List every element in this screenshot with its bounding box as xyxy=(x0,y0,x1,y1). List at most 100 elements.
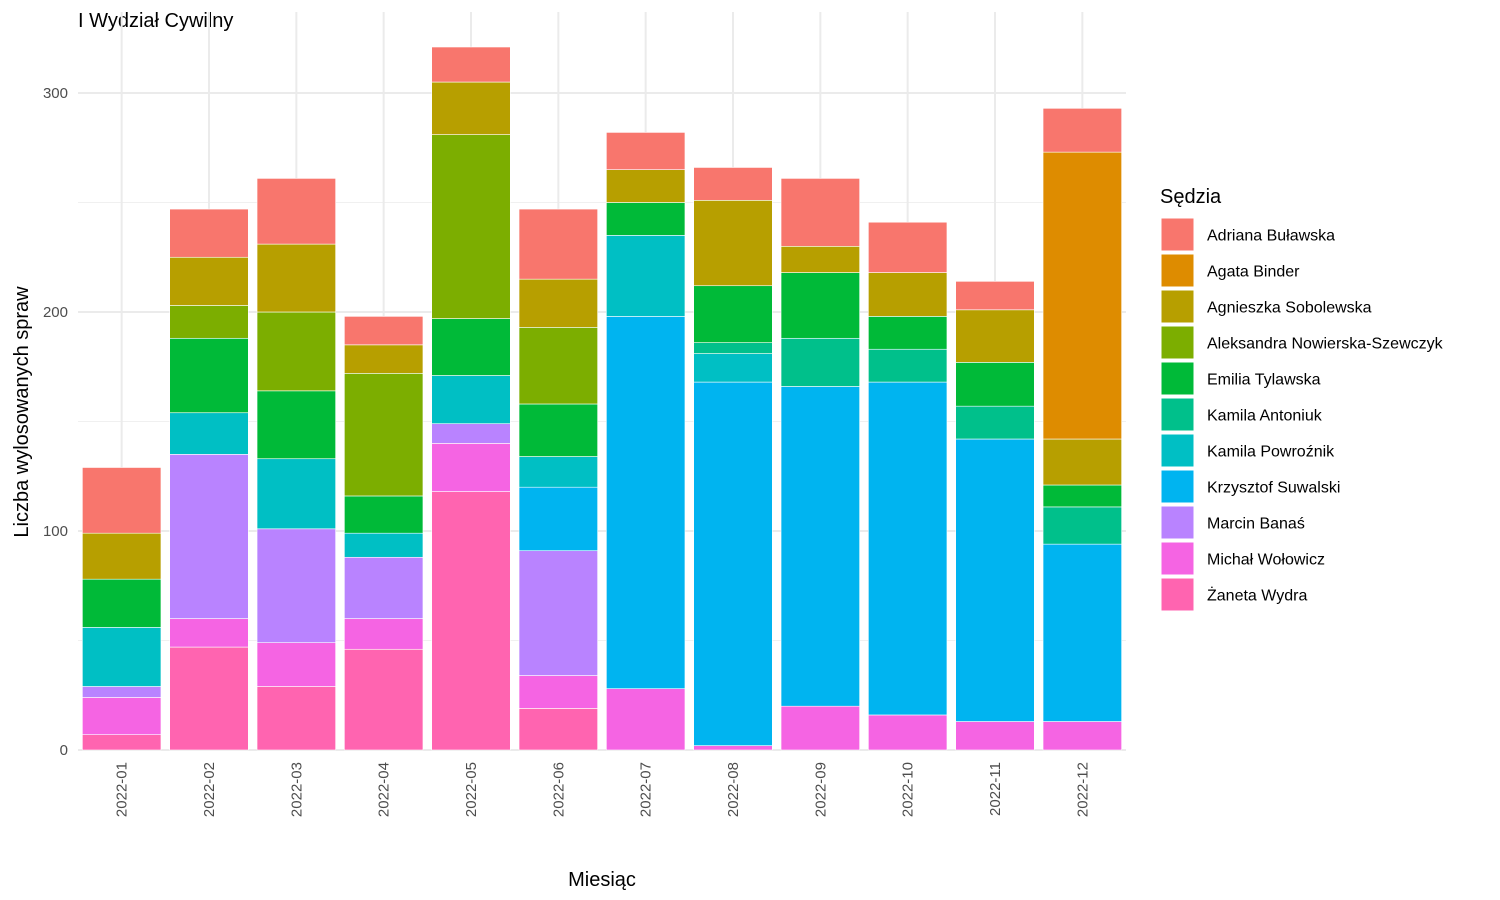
legend-label: Marcin Banaś xyxy=(1207,516,1305,533)
legend-label: Adriana Buławska xyxy=(1207,228,1335,245)
legend-label: Aleksandra Nowierska-Szewczyk xyxy=(1207,336,1444,353)
y-tick-label: 100 xyxy=(43,523,68,540)
bar-segment: Żaneta Wydra 2022-02: 47 xyxy=(169,646,249,751)
x-tick-label: 2022-08 xyxy=(725,762,742,817)
bar-segment: Michał Wołowicz 2022-10: 16 xyxy=(868,714,948,751)
bars: Żaneta Wydra 2022-01: 7Michał Wołowicz 2… xyxy=(82,46,1122,751)
bar-segment: Michał Wołowicz 2022-03: 20 xyxy=(256,642,336,687)
bar-segment: Agnieszka Sobolewska 2022-01: 21 xyxy=(82,532,162,580)
bar-segment: Emilia Tylawska 2022-05: 26 xyxy=(431,318,511,376)
y-tick-label: 0 xyxy=(60,742,68,759)
bar-segment: Kamila Powroźnik 2022-05: 22 xyxy=(431,375,511,424)
bar-segment: Kamila Powroźnik 2022-08: 13 xyxy=(693,353,773,383)
bar-segment: Michał Wołowicz 2022-09: 20 xyxy=(780,705,860,751)
bar-segment: Aleksandra Nowierska-Szewczyk 2022-03: 3… xyxy=(256,311,336,392)
x-axis: 2022-01 2022-02 2022-03 2022-04 2022-05 2022-… xyxy=(114,762,1092,817)
x-tick-label: 2022-04 xyxy=(376,762,393,817)
bar-segment: Agnieszka Sobolewska 2022-04: 13 xyxy=(344,344,424,374)
bar-segment: Emilia Tylawska 2022-04: 17 xyxy=(344,495,424,534)
bar-segment: Krzysztof Suwalski 2022-12: 81 xyxy=(1042,543,1122,722)
bar-segment: Emilia Tylawska 2022-07: 15 xyxy=(606,202,686,236)
bar-segment: Adriana Buławska 2022-04: 13 xyxy=(344,316,424,346)
bar-segment: Krzysztof Suwalski 2022-06: 29 xyxy=(518,486,598,552)
legend-label: Kamila Powroźnik xyxy=(1207,444,1335,461)
bar-segment: Adriana Buławska 2022-12: 20 xyxy=(1042,108,1122,153)
legend-label: Michał Wołowicz xyxy=(1207,552,1325,569)
bar-segment: Aleksandra Nowierska-Szewczyk 2022-05: 8… xyxy=(431,134,511,319)
legend-key xyxy=(1160,289,1195,324)
bar-segment: Adriana Buławska 2022-01: 30 xyxy=(82,467,162,534)
bar-segment: Michał Wołowicz 2022-02: 13 xyxy=(169,618,249,648)
legend-label: Emilia Tylawska xyxy=(1207,372,1321,389)
bar-segment: Emilia Tylawska 2022-02: 34 xyxy=(169,337,249,414)
bar-segment: Kamila Antoniuk 2022-09: 22 xyxy=(780,337,860,387)
y-axis: 0 100 200 300 xyxy=(43,85,68,759)
bar-segment: Kamila Powroźnik 2022-06: 14 xyxy=(518,456,598,488)
bar-segment: Michał Wołowicz 2022-08: 2 xyxy=(693,745,773,751)
bar-segment: Marcin Banaś 2022-04: 28 xyxy=(344,556,424,619)
bar-segment: Marcin Banaś 2022-05: 9 xyxy=(431,423,511,444)
x-tick-label: 2022-03 xyxy=(288,762,305,817)
legend-label: Kamila Antoniuk xyxy=(1207,408,1323,425)
bar-segment: Adriana Buławska 2022-08: 15 xyxy=(693,167,773,201)
bar-segment: Agnieszka Sobolewska 2022-12: 21 xyxy=(1042,438,1122,486)
bar-segment: Adriana Buławska 2022-10: 23 xyxy=(868,221,948,273)
bar-segment: Adriana Buławska 2022-02: 22 xyxy=(169,208,249,258)
bar-segment: Emilia Tylawska 2022-09: 30 xyxy=(780,272,860,339)
bar-segment: Kamila Powroźnik 2022-01: 27 xyxy=(82,627,162,687)
bar-segment: Kamila Antoniuk 2022-11: 15 xyxy=(955,405,1035,440)
bar-segment: Agnieszka Sobolewska 2022-09: 12 xyxy=(780,246,860,273)
bar-segment: Agnieszka Sobolewska 2022-02: 22 xyxy=(169,256,249,306)
chart-title: I Wydział Cywilny xyxy=(78,10,233,32)
legend-label: Agata Binder xyxy=(1207,264,1300,281)
bar-segment: Kamila Antoniuk 2022-12: 17 xyxy=(1042,506,1122,545)
legend-key xyxy=(1160,433,1195,468)
x-tick-label: 2022-02 xyxy=(201,762,218,817)
legend-key xyxy=(1160,577,1195,612)
bar-segment: Adriana Buławska 2022-07: 17 xyxy=(606,132,686,170)
bar-segment: Adriana Buławska 2022-06: 32 xyxy=(518,208,598,280)
bar-segment: Michał Wołowicz 2022-11: 13 xyxy=(955,721,1035,751)
bar-segment: Michał Wołowicz 2022-01: 17 xyxy=(82,697,162,735)
bar-segment: Agnieszka Sobolewska 2022-03: 31 xyxy=(256,243,336,313)
x-tick-label: 2022-09 xyxy=(812,762,829,817)
legend-key xyxy=(1160,397,1195,432)
bar-segment: Marcin Banaś 2022-06: 57 xyxy=(518,550,598,676)
bar-segment: Adriana Buławska 2022-11: 13 xyxy=(955,281,1035,311)
bar-segment: Adriana Buławska 2022-05: 16 xyxy=(431,46,511,83)
bar-segment: Agnieszka Sobolewska 2022-08: 39 xyxy=(693,200,773,287)
bar-segment: Agnieszka Sobolewska 2022-07: 15 xyxy=(606,169,686,203)
bar-segment: Kamila Powroźnik 2022-03: 32 xyxy=(256,458,336,530)
bar-segment: Żaneta Wydra 2022-05: 118 xyxy=(431,491,511,751)
bar-segment: Krzysztof Suwalski 2022-10: 152 xyxy=(868,381,948,716)
bar-segment: Żaneta Wydra 2022-04: 46 xyxy=(344,648,424,751)
bar-segment: Krzysztof Suwalski 2022-07: 170 xyxy=(606,316,686,689)
bar-segment: Żaneta Wydra 2022-03: 29 xyxy=(256,686,336,751)
bar-segment: Agnieszka Sobolewska 2022-05: 24 xyxy=(431,81,511,135)
y-tick-label: 200 xyxy=(43,304,68,321)
bar-segment: Agnieszka Sobolewska 2022-06: 22 xyxy=(518,278,598,328)
bar-segment: Agnieszka Sobolewska 2022-10: 20 xyxy=(868,272,948,317)
bar-segment: Michał Wołowicz 2022-05: 22 xyxy=(431,443,511,492)
bar-segment: Agnieszka Sobolewska 2022-11: 24 xyxy=(955,309,1035,363)
bar-segment: Emilia Tylawska 2022-11: 20 xyxy=(955,362,1035,407)
legend-key xyxy=(1160,253,1195,288)
legend-label: Agnieszka Sobolewska xyxy=(1207,300,1372,317)
legend-label: Żaneta Wydra xyxy=(1207,586,1307,605)
legend-key xyxy=(1160,361,1195,396)
x-tick-label: 2022-05 xyxy=(463,762,480,817)
bar-segment: Kamila Antoniuk 2022-08: 5 xyxy=(693,342,773,354)
x-tick-label: 2022-10 xyxy=(900,762,917,817)
bar-segment: Emilia Tylawska 2022-06: 24 xyxy=(518,403,598,457)
bar-segment: Michał Wołowicz 2022-06: 15 xyxy=(518,675,598,709)
bar-segment: Aleksandra Nowierska-Szewczyk 2022-06: 3… xyxy=(518,327,598,405)
legend-key xyxy=(1160,469,1195,504)
x-tick-label: 2022-06 xyxy=(550,762,567,817)
bar-segment: Kamila Antoniuk 2022-10: 15 xyxy=(868,348,948,383)
x-tick-label: 2022-12 xyxy=(1074,762,1091,817)
bar-segment: Adriana Buławska 2022-03: 30 xyxy=(256,178,336,245)
bar-segment: Kamila Powroźnik 2022-07: 37 xyxy=(606,235,686,317)
bar-segment: Żaneta Wydra 2022-01: 7 xyxy=(82,734,162,751)
legend-label: Krzysztof Suwalski xyxy=(1207,480,1340,497)
x-axis-title: Miesiąc xyxy=(568,869,636,891)
